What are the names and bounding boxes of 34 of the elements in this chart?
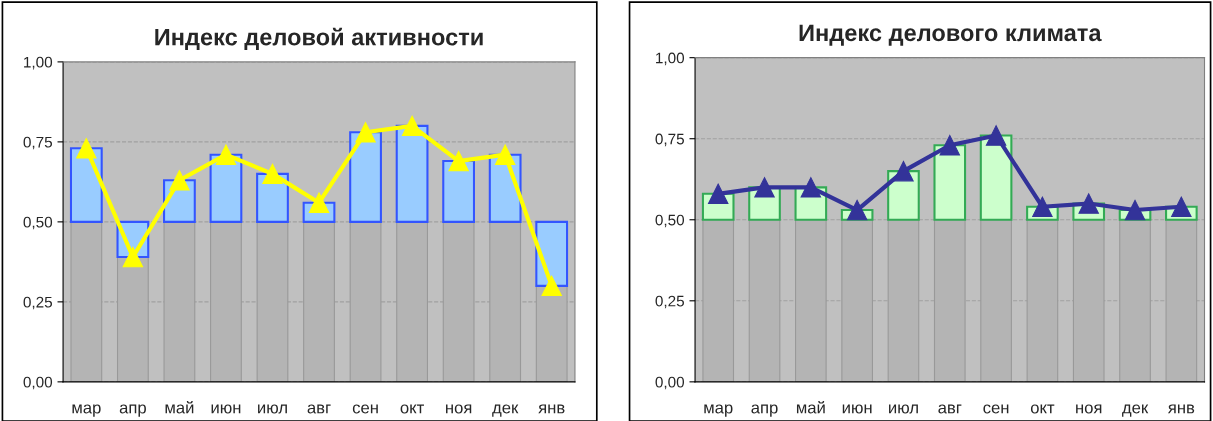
x-tick-label: ноя (446, 404, 472, 414)
x-tick-label: мар (72, 404, 101, 417)
x-tick-label: сен (983, 404, 1009, 414)
y-tick-label: 0,50 (655, 214, 685, 228)
y-tick-label: 0,25 (655, 295, 684, 309)
y-tick-label: 0,00 (655, 376, 685, 390)
x-tick-label: июн (842, 404, 872, 414)
x-tick-label: июн (211, 404, 241, 414)
x-tick-label: янв (1167, 404, 1195, 414)
x-tick-label: дек (492, 404, 519, 417)
x-tick-label: май (796, 401, 825, 414)
y-tick-label: 0,75 (23, 136, 53, 150)
x-tick-label: май (165, 401, 194, 414)
y-tick-label: 1,00 (24, 56, 53, 70)
x-tick-label: июл (889, 404, 918, 414)
x-tick-label: сен (352, 404, 378, 414)
x-tick-label: дек (1122, 404, 1149, 417)
chart-title: Индекс делового климата (799, 24, 1102, 46)
x-tick-label: янв (538, 404, 565, 414)
chart-title: Индекс деловой активности (155, 27, 483, 50)
x-tick-label: авг (938, 404, 962, 414)
y-tick-label: 0,25 (23, 296, 53, 310)
x-tick-label: июл (258, 404, 287, 414)
x-tick-label: ноя (1076, 404, 1102, 414)
y-tick-label: 0,75 (655, 133, 684, 147)
x-tick-label: авг (307, 404, 331, 414)
x-tick-label: окт (400, 404, 424, 414)
x-tick-label: апр (119, 404, 146, 417)
y-tick-label: 0,00 (23, 376, 53, 390)
x-tick-label: окт (1030, 404, 1055, 414)
x-tick-label: апр (751, 404, 778, 417)
x-tick-label: мар (704, 404, 733, 417)
y-tick-label: 1,00 (656, 52, 685, 66)
y-tick-label: 0,50 (23, 216, 53, 230)
